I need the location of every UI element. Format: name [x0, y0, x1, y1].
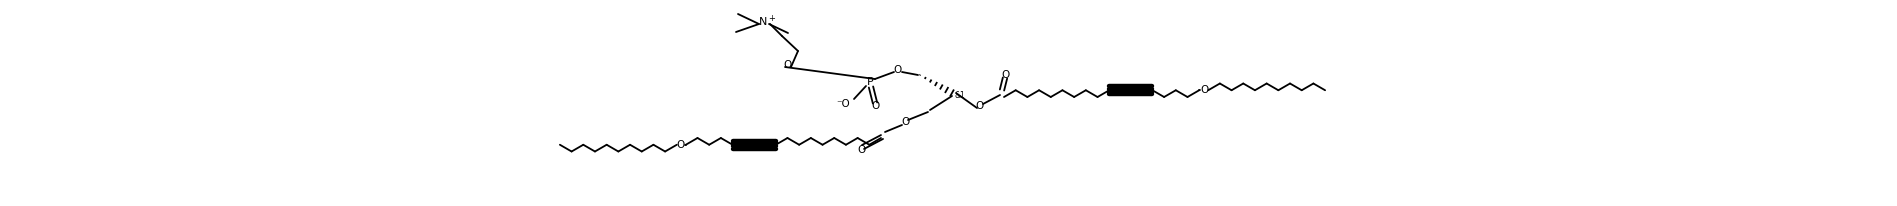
Text: O: O	[1002, 70, 1009, 80]
Text: N: N	[759, 17, 766, 27]
Text: O: O	[975, 101, 985, 111]
Text: +: +	[768, 14, 776, 22]
Text: O: O	[871, 101, 878, 111]
Text: O: O	[857, 145, 867, 155]
Text: O: O	[901, 117, 909, 127]
Text: O: O	[783, 60, 793, 70]
Text: O: O	[893, 65, 903, 75]
Text: P: P	[867, 77, 873, 87]
Text: O: O	[677, 140, 685, 150]
Text: &1: &1	[954, 90, 966, 99]
Text: O: O	[1201, 85, 1208, 95]
Text: ⁻O: ⁻O	[837, 99, 850, 109]
